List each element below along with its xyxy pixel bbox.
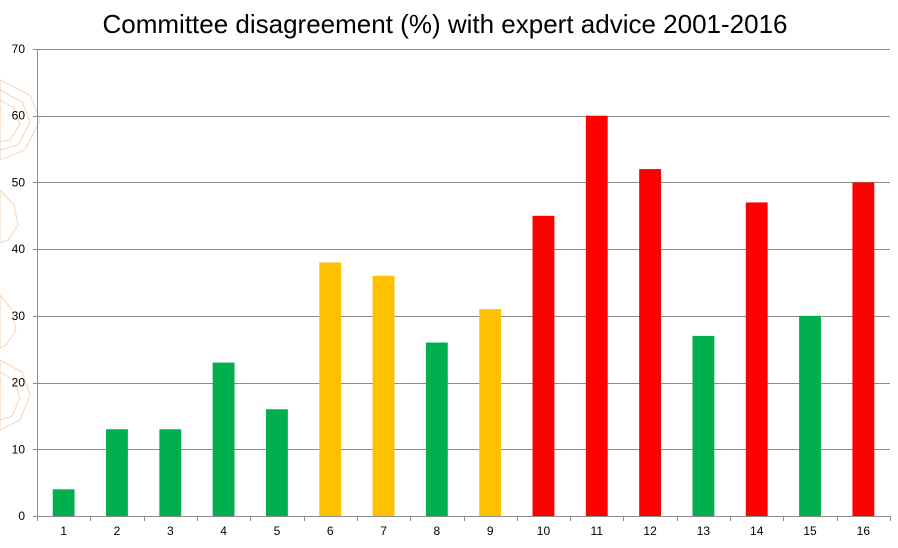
y-tick-label: 0	[18, 509, 25, 523]
bar-11	[585, 115, 608, 516]
bar-10	[532, 215, 555, 517]
bar-13	[692, 335, 715, 516]
bar-16	[852, 182, 875, 516]
x-tick-label: 16	[857, 524, 871, 538]
bar-8	[425, 342, 448, 516]
bar-9	[479, 309, 502, 516]
bar-12	[639, 169, 662, 517]
bar-2	[106, 429, 128, 516]
y-tick-label: 10	[12, 442, 26, 456]
x-tick-label: 11	[591, 524, 604, 538]
x-tick-label: 3	[167, 524, 174, 538]
y-tick-label: 20	[12, 376, 26, 390]
watermark-decoration	[0, 79, 41, 431]
x-tick-label: 15	[803, 524, 817, 538]
y-tick-label: 70	[12, 42, 26, 56]
bar-15	[799, 315, 821, 516]
y-tick-label: 60	[12, 109, 26, 123]
bar-5	[265, 409, 288, 516]
bar-4	[212, 362, 235, 516]
x-tick-label: 14	[750, 524, 764, 538]
x-tick-label: 8	[434, 524, 441, 538]
x-tick-label: 7	[380, 524, 387, 538]
chart-title: Committee disagreement (%) with expert a…	[102, 9, 787, 39]
x-tick-label: 4	[220, 524, 227, 538]
bar-7	[372, 275, 395, 516]
bar-6	[319, 262, 342, 516]
bar-1	[52, 489, 75, 516]
x-tick-label: 1	[60, 524, 67, 538]
x-tick-label: 13	[697, 524, 711, 538]
x-axis-tick-labels: 1 2 3 4 5 6 7 8 9 10 11 12 13 14 15 16	[37, 516, 891, 538]
y-tick-label: 30	[12, 309, 26, 323]
x-tick-label: 12	[643, 524, 657, 538]
x-tick-label: 6	[327, 524, 334, 538]
x-tick-label: 10	[537, 524, 551, 538]
bar-3	[159, 429, 182, 516]
axes	[37, 49, 890, 517]
bar-14	[745, 202, 768, 516]
x-tick-label: 5	[274, 524, 281, 538]
y-tick-label: 50	[12, 175, 26, 189]
y-tick-label: 40	[12, 242, 26, 256]
bars	[52, 115, 875, 517]
x-tick-label: 9	[487, 524, 494, 538]
y-axis-tick-labels: 0 10 20 30 40 50 60 70	[12, 42, 37, 523]
x-tick-label: 2	[114, 524, 121, 538]
